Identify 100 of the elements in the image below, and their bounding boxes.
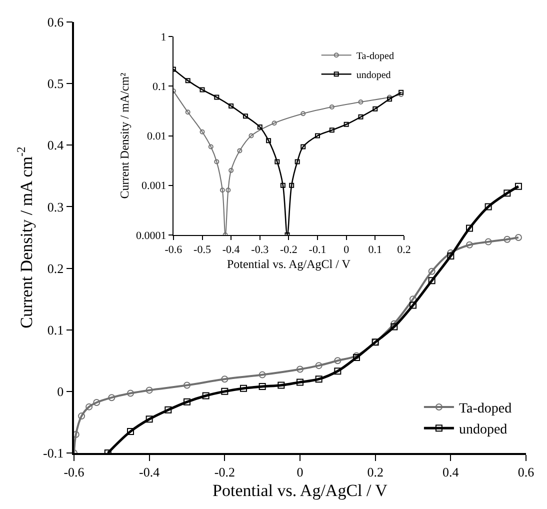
- point: [208, 144, 214, 150]
- point: [93, 399, 100, 406]
- point: [296, 366, 304, 373]
- legend-label: Ta-doped: [458, 401, 512, 416]
- x-tick-label: -0.4: [222, 244, 240, 256]
- point: [315, 133, 320, 138]
- point: [237, 148, 242, 154]
- x-tick-label: -0.6: [64, 464, 85, 480]
- x-tick-label: 0.2: [367, 464, 384, 480]
- point: [184, 382, 190, 389]
- point: [86, 403, 93, 410]
- point: [108, 394, 116, 402]
- y-tick-label: 1: [160, 32, 166, 44]
- point: [226, 188, 231, 193]
- point: [202, 392, 210, 400]
- point: [447, 252, 454, 260]
- point: [214, 159, 220, 164]
- y-axis-title: Current Density / mA/cm²: [117, 72, 132, 199]
- y-tick-label: 0.2: [47, 260, 64, 276]
- x-tick-label: 0.6: [518, 464, 535, 480]
- point: [127, 428, 134, 435]
- point: [315, 376, 322, 383]
- x-tick-label: 0.4: [442, 464, 460, 480]
- point: [329, 104, 334, 110]
- point: [228, 103, 234, 108]
- point: [428, 277, 436, 284]
- point: [221, 388, 228, 395]
- point: [466, 241, 473, 248]
- point: [266, 138, 272, 144]
- point: [398, 92, 404, 98]
- point: [296, 378, 304, 386]
- x-axis-title: Potential vs. Ag/AgCl / V: [226, 257, 351, 272]
- x-tick-label: -0.1: [308, 244, 326, 256]
- point: [164, 406, 172, 414]
- point: [358, 114, 364, 120]
- point: [289, 182, 294, 188]
- point: [315, 362, 322, 370]
- point: [514, 182, 522, 190]
- point: [344, 122, 349, 127]
- point: [240, 384, 247, 392]
- point: [280, 182, 286, 188]
- x-tick-label: 0.1: [368, 244, 382, 256]
- point: [127, 390, 134, 397]
- point: [228, 168, 234, 173]
- legend-label: Ta-doped: [356, 51, 394, 62]
- point: [274, 159, 280, 164]
- point: [258, 383, 266, 390]
- point: [504, 190, 511, 197]
- point: [185, 78, 190, 84]
- x-axis-title: Potential vs. Ag/AgCl / V: [212, 481, 388, 500]
- point: [410, 302, 416, 309]
- point: [214, 94, 220, 100]
- y-tick-label: 0.6: [47, 14, 64, 30]
- point: [272, 120, 277, 126]
- point: [428, 268, 436, 275]
- point: [220, 188, 225, 193]
- x-tick-label: -0.6: [164, 244, 183, 256]
- point: [294, 159, 300, 164]
- y-tick-label: 0.01: [146, 130, 166, 143]
- point: [334, 368, 342, 375]
- point: [185, 110, 190, 115]
- y-tick-label: 0: [57, 384, 64, 399]
- point: [372, 106, 378, 112]
- point: [257, 124, 262, 130]
- x-tick-label: -0.4: [139, 464, 160, 480]
- point: [300, 111, 306, 116]
- point: [390, 323, 398, 330]
- point: [184, 398, 190, 406]
- y-tick-label: 0.0001: [136, 230, 166, 242]
- point: [504, 236, 511, 243]
- x-tick-label: -0.5: [194, 244, 212, 256]
- point: [358, 100, 364, 105]
- y-tick-label: 0.1: [152, 81, 166, 94]
- point: [200, 87, 205, 92]
- point: [410, 296, 416, 303]
- y-tick-label: 0.001: [141, 180, 166, 192]
- point: [334, 357, 342, 364]
- y-tick-label: -0.1: [43, 446, 64, 461]
- legend-label: undoped: [458, 422, 508, 438]
- point: [398, 90, 404, 95]
- y-tick-label: 0.5: [47, 76, 64, 92]
- y-tick-label: 0.4: [47, 138, 64, 153]
- point: [278, 382, 285, 389]
- point: [466, 224, 473, 232]
- point: [78, 412, 86, 420]
- x-tick-label: -0.2: [280, 244, 298, 256]
- x-tick-label: 0.2: [397, 244, 411, 256]
- point: [200, 129, 205, 134]
- point: [248, 133, 254, 138]
- y-tick-label: 0.1: [47, 322, 64, 338]
- x-tick-label: 0: [296, 464, 304, 480]
- point: [484, 238, 492, 246]
- x-tick-label: -0.3: [251, 244, 270, 256]
- point: [221, 376, 228, 383]
- legend-label: undoped: [356, 70, 391, 82]
- point: [242, 114, 248, 119]
- point: [484, 203, 492, 210]
- point: [146, 386, 153, 394]
- point: [146, 416, 153, 423]
- point: [514, 234, 522, 241]
